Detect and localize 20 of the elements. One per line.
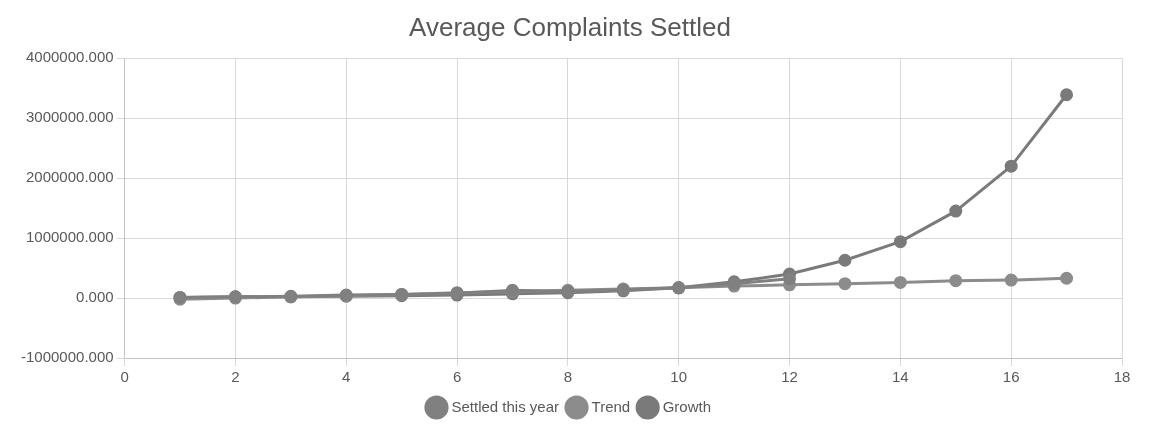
- y-tick-label: 0.000: [76, 288, 114, 306]
- y-tick-label: 4000000.000: [25, 48, 114, 66]
- y-tick-label: 3000000.000: [25, 108, 114, 126]
- x-tick-label: 16: [1002, 368, 1020, 386]
- x-tick-label: 14: [892, 368, 909, 386]
- x-tick-label: 4: [342, 368, 351, 386]
- legend-label: Trend: [591, 397, 631, 415]
- y-tick-label: -1000000.000: [20, 348, 114, 366]
- x-tick-label: 18: [1113, 368, 1131, 386]
- x-tick-label: 8: [563, 368, 573, 386]
- chart-title: Average Complaints Settled: [409, 11, 731, 42]
- legend-label: Growth: [662, 397, 712, 415]
- y-tick-label: 1000000.000: [25, 228, 114, 246]
- x-tick-label: 6: [452, 368, 462, 386]
- legend-label: Settled this year: [451, 397, 560, 415]
- x-tick-label: 12: [781, 368, 798, 386]
- x-tick-label: 10: [670, 368, 688, 386]
- x-tick-label: 2: [231, 368, 240, 386]
- y-tick-label: 2000000.000: [25, 168, 114, 186]
- x-tick-label: 0: [120, 368, 129, 386]
